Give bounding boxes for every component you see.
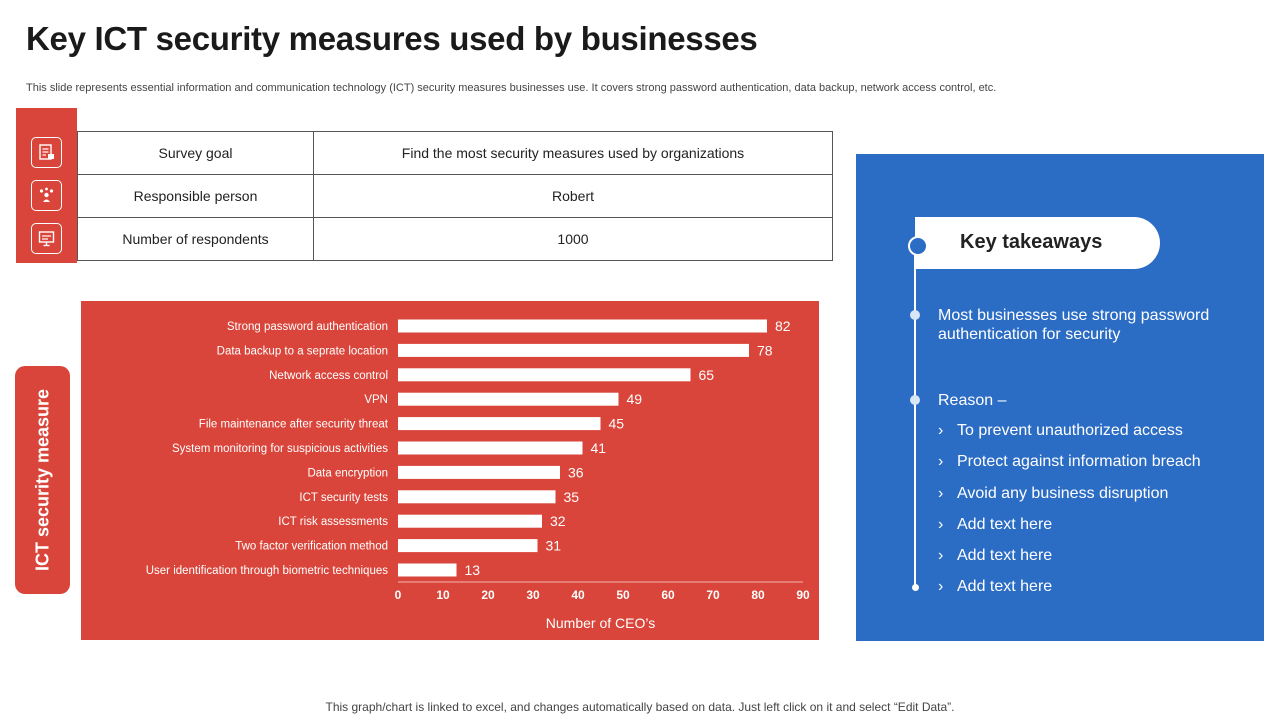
- presentation-icon: [31, 223, 62, 254]
- category-label: Data backup to a seprate location: [217, 345, 388, 357]
- chevron-right-icon: ›: [938, 453, 944, 470]
- respondents-value: 1000: [313, 217, 833, 261]
- reason-item-text: Add text here: [957, 547, 1053, 564]
- reason-item: › Add text here: [938, 547, 1052, 565]
- bar: [398, 465, 560, 479]
- chevron-right-icon: ›: [938, 547, 944, 564]
- x-tick-label: 90: [796, 588, 810, 602]
- reason-label: Reason –: [938, 392, 1007, 409]
- reason-item-text: Add text here: [957, 516, 1053, 533]
- x-tick-label: 0: [395, 588, 402, 602]
- takeaways-header: Key takeaways: [915, 217, 1160, 269]
- table-row: Survey goal Find the most security measu…: [77, 131, 833, 175]
- data-label: 45: [609, 416, 625, 432]
- category-label: Data encryption: [307, 467, 388, 479]
- timeline-dot-end: [912, 584, 919, 591]
- chevron-right-icon: ›: [938, 485, 944, 502]
- side-label-text: ICT security measure: [32, 388, 52, 572]
- timeline-dot: [910, 395, 920, 405]
- x-tick-label: 50: [616, 588, 630, 602]
- category-label: Strong password authentication: [227, 321, 388, 333]
- table-row: Responsible person Robert: [77, 174, 833, 218]
- x-tick-label: 30: [526, 588, 540, 602]
- reason-item: › Add text here: [938, 516, 1052, 534]
- side-label: ICT security measure: [15, 366, 70, 594]
- reason-item: › Add text here: [938, 578, 1052, 596]
- chevron-right-icon: ›: [938, 422, 944, 439]
- bar: [398, 539, 538, 553]
- timeline-dot: [910, 310, 920, 320]
- team-icon: [31, 180, 62, 211]
- x-tick-label: 40: [571, 588, 585, 602]
- bar: [398, 514, 542, 528]
- respondents-label: Number of respondents: [77, 217, 314, 261]
- category-label: VPN: [364, 394, 388, 406]
- reason-item-text: Avoid any business disruption: [957, 485, 1169, 502]
- x-tick-label: 60: [661, 588, 675, 602]
- takeaways-title: Key takeaways: [960, 231, 1103, 253]
- data-label: 35: [564, 489, 580, 505]
- category-label: Two factor verification method: [235, 541, 388, 553]
- x-tick-label: 70: [706, 588, 720, 602]
- data-label: 65: [699, 367, 715, 383]
- bar: [398, 417, 601, 431]
- bar: [398, 392, 619, 406]
- footer-note: This graph/chart is linked to excel, and…: [325, 700, 955, 714]
- bar: [398, 490, 556, 504]
- takeaways-panel: Key takeaways Most businesses use strong…: [856, 154, 1264, 641]
- timeline-dot-main: [908, 236, 928, 256]
- category-label: File maintenance after security threat: [199, 419, 389, 431]
- reason-item: › To prevent unauthorized access: [938, 422, 1183, 440]
- category-label: User identification through biometric te…: [146, 565, 389, 577]
- survey-goal-value: Find the most security measures used by …: [313, 131, 833, 175]
- document-icon: [31, 137, 62, 168]
- takeaway-point: Most businesses use strong password auth…: [938, 307, 1210, 343]
- timeline-line: [914, 244, 916, 587]
- x-tick-label: 10: [436, 588, 450, 602]
- x-axis-title: Number of CEO’s: [546, 615, 655, 631]
- data-label: 78: [757, 342, 773, 358]
- bar: [398, 368, 691, 382]
- data-label: 32: [550, 513, 566, 529]
- bar: [398, 319, 767, 333]
- bar-chart: Strong password authentication 82 Data bac…: [81, 301, 819, 640]
- chevron-right-icon: ›: [938, 516, 944, 533]
- category-label: Network access control: [269, 370, 388, 382]
- category-label: ICT security tests: [299, 492, 388, 504]
- reason-item: › Avoid any business disruption: [938, 485, 1168, 503]
- reason-item-text: To prevent unauthorized access: [957, 422, 1183, 439]
- responsible-person-label: Responsible person: [77, 174, 314, 218]
- reason-item-text: Protect against information breach: [957, 453, 1201, 470]
- data-label: 82: [775, 318, 791, 334]
- reason-item-text: Add text here: [957, 578, 1053, 595]
- icon-strip: [16, 108, 77, 263]
- data-label: 41: [591, 440, 607, 456]
- chevron-right-icon: ›: [938, 578, 944, 595]
- bar: [398, 343, 749, 357]
- bar: [398, 441, 583, 455]
- responsible-person-value: Robert: [313, 174, 833, 218]
- reason-item: › Protect against information breach: [938, 453, 1201, 471]
- page-subtitle: This slide represents essential informat…: [26, 82, 997, 94]
- data-label: 49: [627, 391, 643, 407]
- data-label: 13: [465, 562, 481, 578]
- page-title: Key ICT security measures used by busine…: [26, 20, 758, 57]
- category-label: ICT risk assessments: [278, 516, 388, 528]
- category-label: System monitoring for suspicious activit…: [172, 443, 388, 455]
- survey-table: Survey goal Find the most security measu…: [77, 131, 833, 261]
- chart-svg: Strong password authentication 82 Data bac…: [146, 318, 810, 631]
- x-tick-label: 20: [481, 588, 495, 602]
- table-row: Number of respondents 1000: [77, 217, 833, 261]
- data-label: 36: [568, 464, 584, 480]
- bar: [398, 563, 457, 577]
- survey-goal-label: Survey goal: [77, 131, 314, 175]
- data-label: 31: [546, 538, 562, 554]
- x-tick-label: 80: [751, 588, 765, 602]
